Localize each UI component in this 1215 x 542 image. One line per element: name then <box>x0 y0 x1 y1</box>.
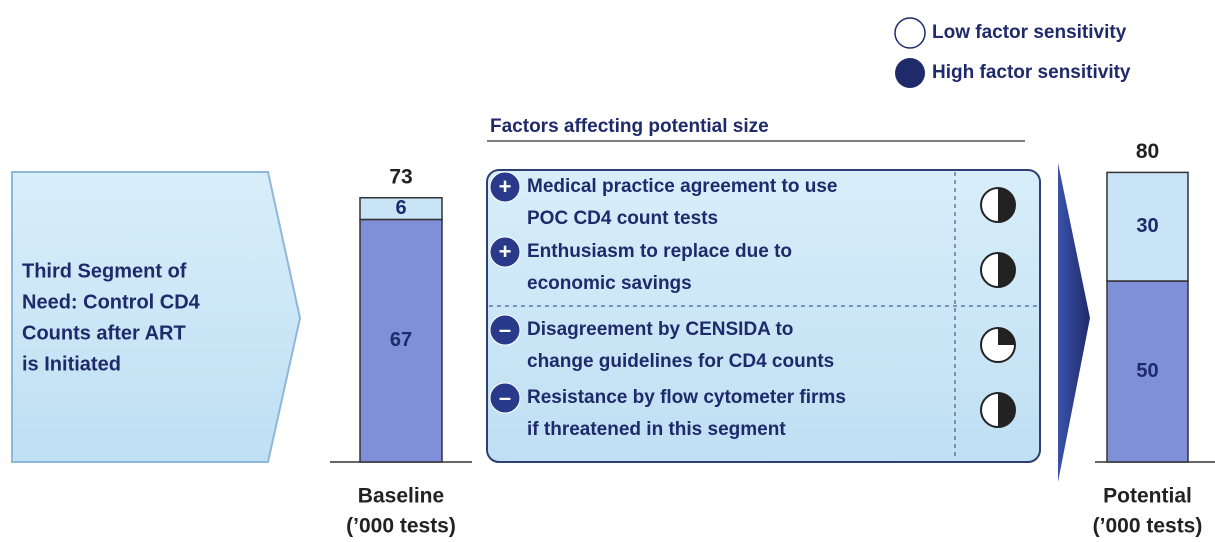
sign: – <box>499 317 511 342</box>
sign: + <box>499 239 512 264</box>
legend-label: Low factor sensitivity <box>932 22 1127 43</box>
factor-text: Enthusiasm to replace due to <box>527 241 792 262</box>
total-value: 80 <box>1136 140 1159 163</box>
total-value: 73 <box>389 165 412 188</box>
sign: + <box>499 174 512 199</box>
segment-label: is Initiated <box>22 353 121 375</box>
factor-text: if threatened in this segment <box>527 419 786 440</box>
bar-unit: (’000 tests) <box>1093 515 1203 538</box>
harvey-fill <box>998 328 1015 345</box>
segment-value: 30 <box>1136 215 1158 237</box>
harvey-fill <box>998 188 1015 222</box>
factor-text: Resistance by flow cytometer firms <box>527 387 846 408</box>
sign-icon <box>489 314 521 346</box>
sign-icon <box>489 236 521 268</box>
bar-unit: (’000 tests) <box>346 515 456 538</box>
legend-low-icon <box>894 17 926 49</box>
sign-icon <box>489 382 521 414</box>
factor-text: Disagreement by CENSIDA to <box>527 319 793 340</box>
segment-arrow <box>11 171 302 463</box>
segment-value: 50 <box>1136 360 1158 382</box>
factor-text: Medical practice agreement to use <box>527 176 837 197</box>
factor-text: POC CD4 count tests <box>527 208 718 229</box>
segment-label: Need: Control CD4 <box>22 291 201 313</box>
factor-text: economic savings <box>527 273 692 294</box>
chevron <box>1058 163 1090 482</box>
segment-value: 6 <box>395 197 406 219</box>
segment-label: Third Segment of <box>22 260 187 282</box>
segment-label: Counts after ART <box>22 322 186 344</box>
factors-box <box>486 169 1041 463</box>
segment-value: 67 <box>390 329 412 351</box>
legend-high-icon <box>895 58 925 88</box>
bar-label: Baseline <box>358 485 444 508</box>
factor-text: change guidelines for CD4 counts <box>527 351 834 372</box>
harvey-fill <box>998 393 1015 427</box>
bar-label: Potential <box>1103 485 1192 508</box>
harvey-fill <box>998 253 1015 287</box>
bar-segment <box>359 218 443 463</box>
sign-icon <box>489 171 521 203</box>
bar-segment <box>359 196 443 221</box>
factors-title: Factors affecting potential size <box>490 116 769 137</box>
legend-label: High factor sensitivity <box>932 62 1131 83</box>
sign: – <box>499 385 511 410</box>
bar-segment <box>1106 280 1189 463</box>
bar-segment <box>1106 171 1189 282</box>
